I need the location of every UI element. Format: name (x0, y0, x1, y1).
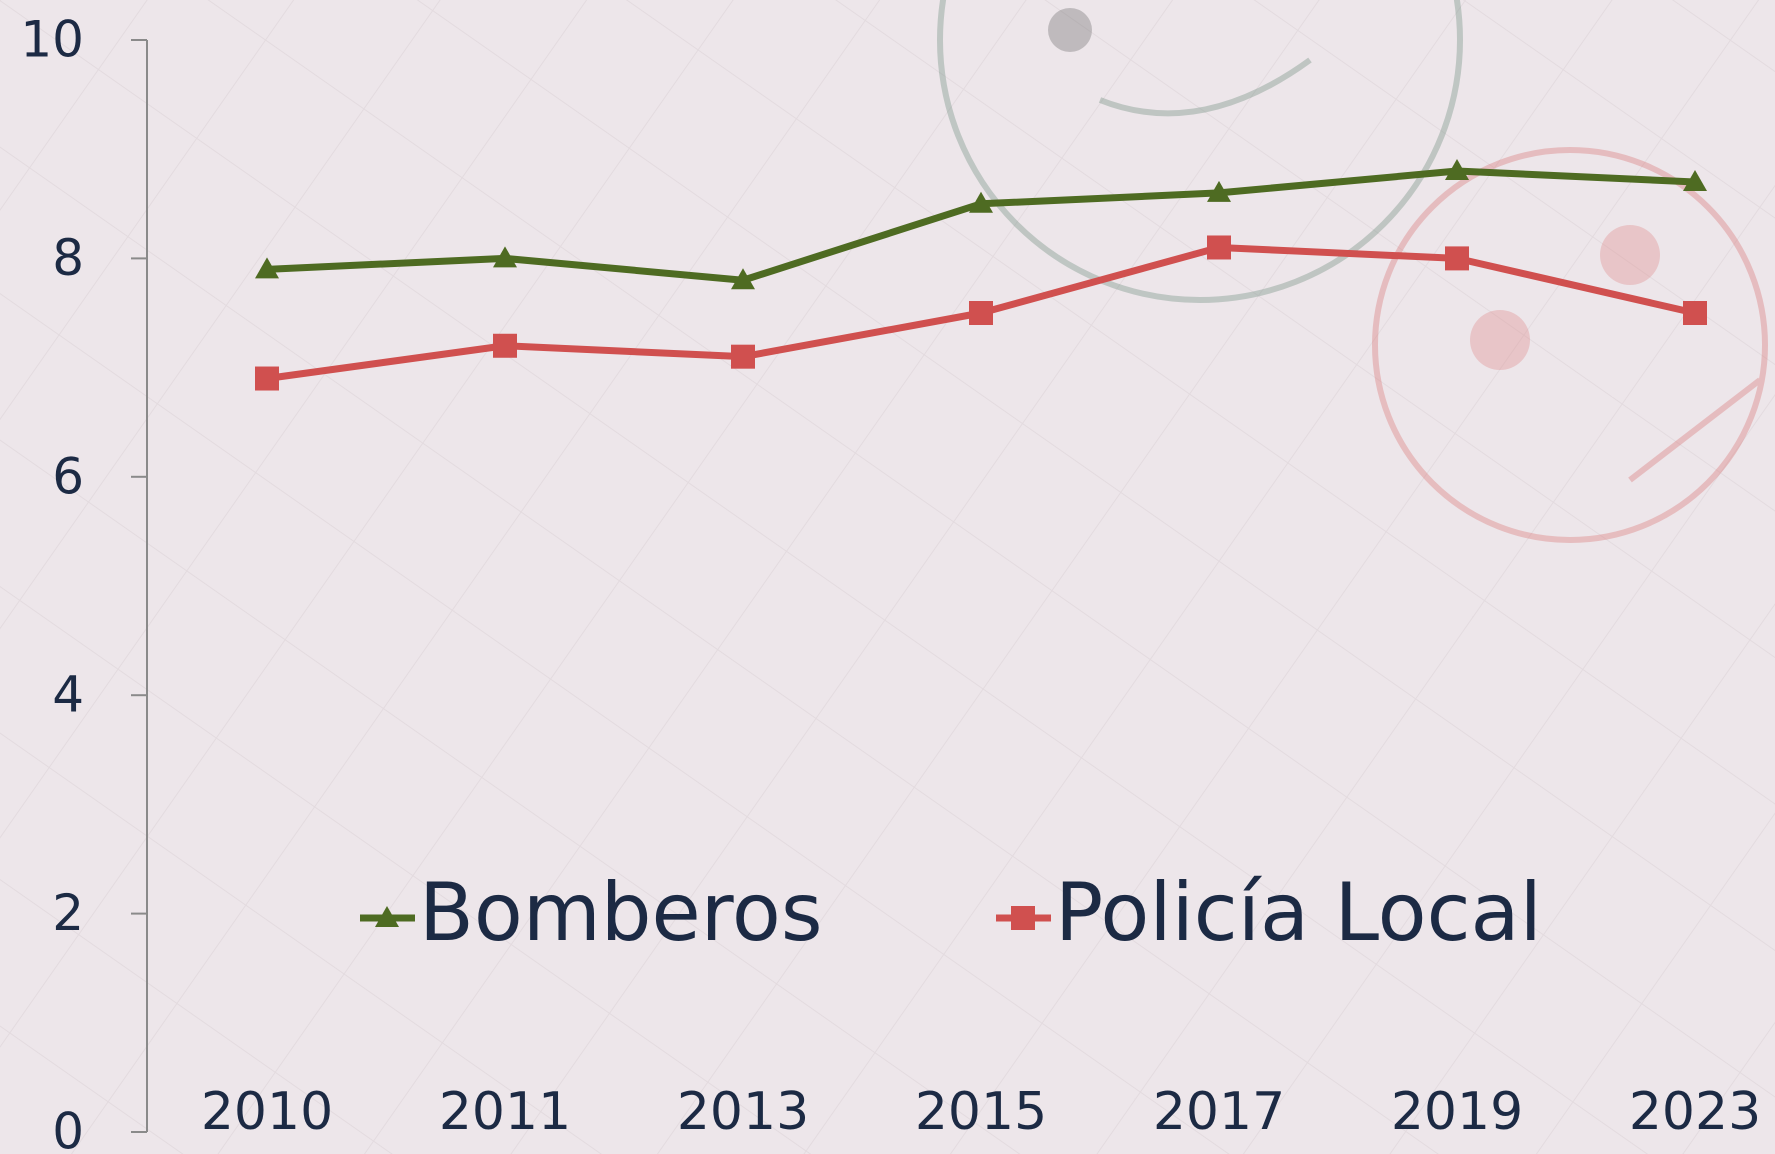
y-tick-label: 10 (20, 11, 84, 69)
chart: 0 2 4 6 8 10 2010 2011 2013 2015 2017 2019 2023 Bombe… (0, 0, 1775, 1154)
legend-marker (1011, 906, 1035, 930)
legend-label: Policía Local (1055, 866, 1542, 959)
point (1683, 301, 1707, 325)
x-tick-label: 2019 (1391, 1082, 1523, 1142)
point (1445, 246, 1469, 270)
y-tick-label: 0 (52, 1103, 84, 1154)
point (493, 334, 517, 358)
y-tick-label: 8 (52, 229, 84, 287)
page: 0 2 4 6 8 10 2010 2011 2013 2015 2017 2019 2023 Bombe… (0, 0, 1775, 1154)
point (255, 367, 279, 391)
x-tick-label: 2015 (915, 1082, 1047, 1142)
x-tick-label: 2023 (1629, 1082, 1761, 1142)
x-tick-label: 2017 (1153, 1082, 1285, 1142)
point (731, 345, 755, 369)
y-tick-label: 6 (52, 447, 84, 505)
legend-item: Bomberos (360, 866, 823, 959)
x-tick-label: 2010 (201, 1082, 333, 1142)
y-tick-label: 2 (52, 884, 84, 942)
legend-item: Policía Local (996, 866, 1542, 959)
y-tick-label: 4 (52, 666, 84, 724)
x-tick-label: 2013 (677, 1082, 809, 1142)
point (1207, 235, 1231, 259)
legend-label: Bomberos (419, 866, 823, 959)
x-tick-label: 2011 (439, 1082, 571, 1142)
point (969, 301, 993, 325)
